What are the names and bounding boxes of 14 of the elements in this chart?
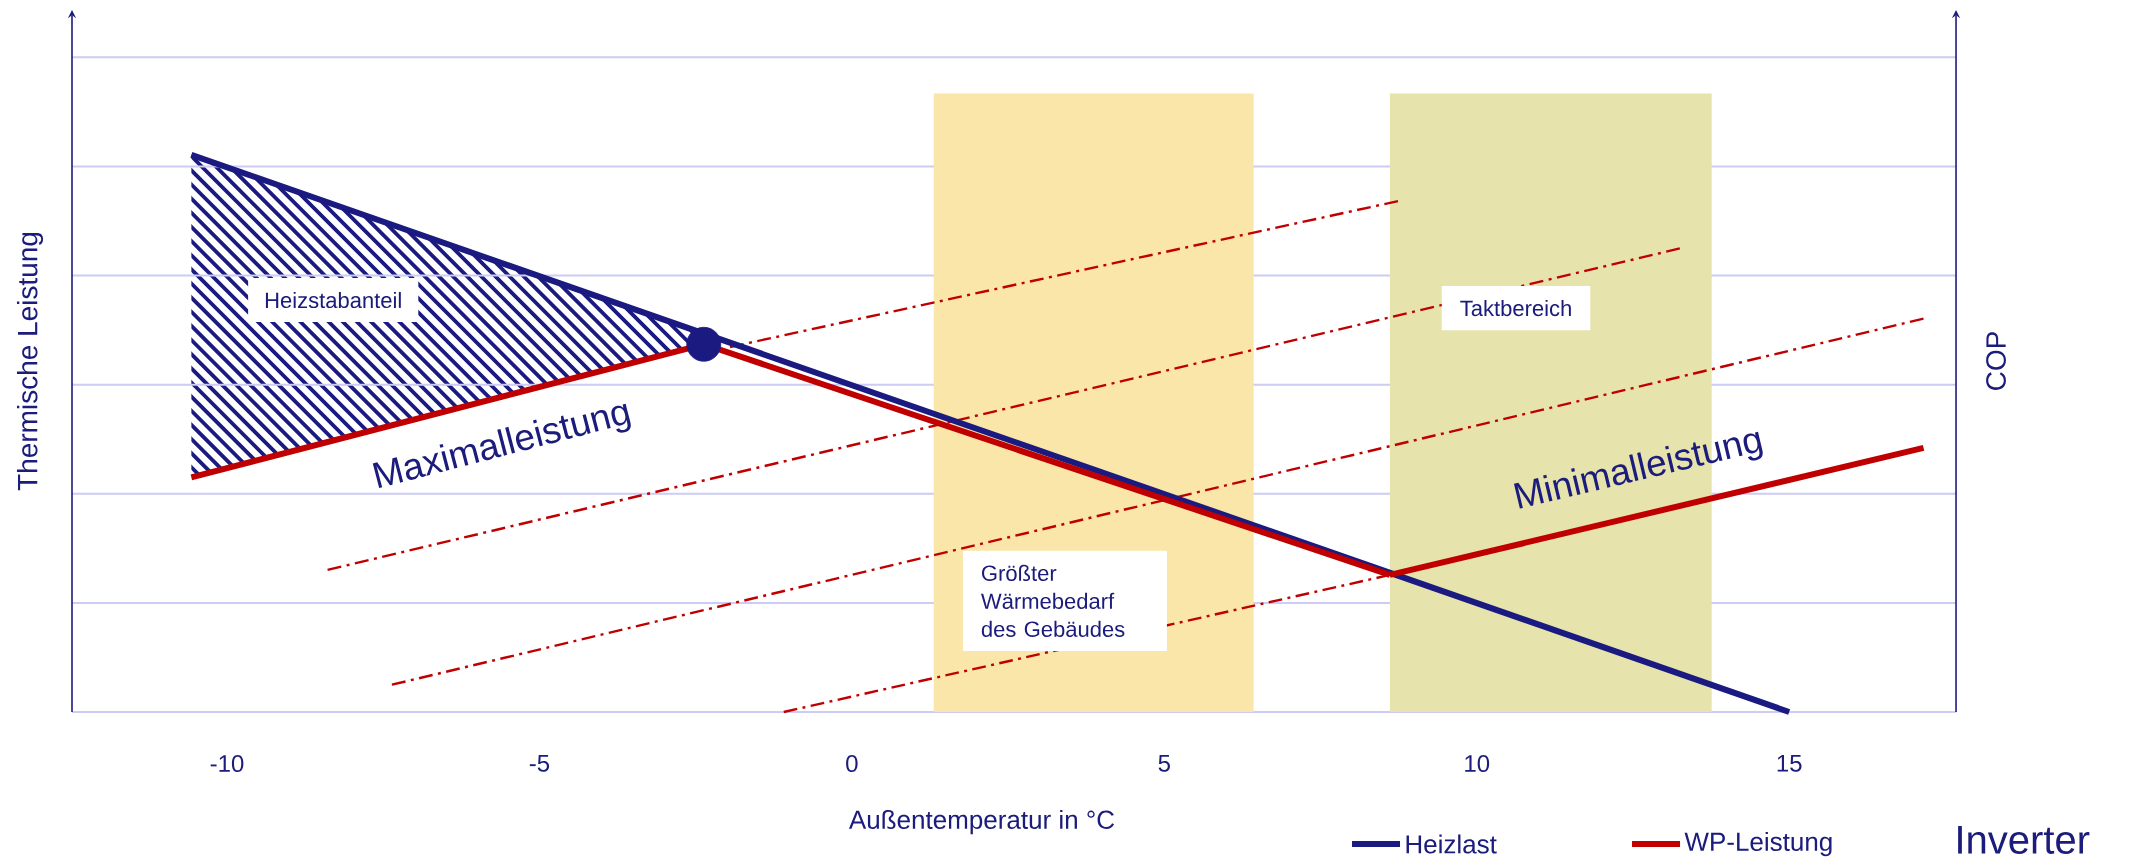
- x-tick-label: 10: [1465, 755, 1490, 773]
- x-tick-label: 5: [1158, 755, 1170, 772]
- y2-axis-title: COP: [1986, 332, 2006, 390]
- legend-label: WP-Leistung: [1684, 831, 1832, 857]
- band-label: Taktbereich: [1460, 299, 1571, 317]
- x-tick-label: 0: [846, 755, 858, 773]
- y-axis-title: Thermische Leistung: [16, 232, 44, 491]
- x-tick-label: 15: [1777, 755, 1802, 772]
- band-label: Größter Wärmebedarf des Gebäudes: [981, 564, 1125, 637]
- legend-label: Heizlast: [1406, 834, 1497, 854]
- x-axis-title: Außentemperatur in °C: [848, 809, 1115, 835]
- x-tick-label: -10: [210, 755, 244, 773]
- x-tick-label: -5: [529, 755, 550, 772]
- text: Inverter: [1958, 826, 2090, 854]
